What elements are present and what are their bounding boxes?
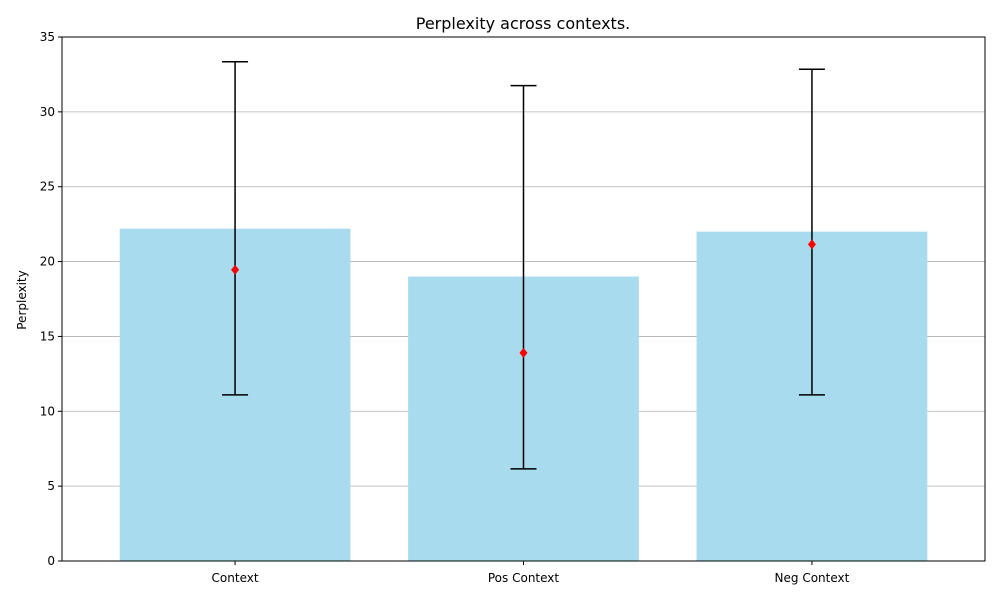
y-axis-label: Perplexity bbox=[15, 270, 29, 330]
mean-marker bbox=[231, 264, 240, 275]
y-tick-label: 20 bbox=[40, 255, 55, 269]
x-tick-label: Neg Context bbox=[775, 571, 850, 585]
mean-marker bbox=[807, 239, 816, 250]
x-ticks: Context Pos Context Neg Context bbox=[212, 561, 850, 585]
mean-markers bbox=[231, 239, 816, 358]
mean-marker bbox=[519, 347, 528, 358]
x-tick-label: Context bbox=[212, 571, 259, 585]
y-tick-label: 35 bbox=[40, 30, 55, 44]
y-tick-label: 10 bbox=[40, 404, 55, 418]
x-tick-label: Pos Context bbox=[488, 571, 560, 585]
error-bars bbox=[222, 60, 825, 470]
y-tick-label: 30 bbox=[40, 105, 55, 119]
chart-title: Perplexity across contexts. bbox=[416, 14, 631, 33]
y-tick-label: 0 bbox=[47, 554, 55, 568]
y-tick-label: 25 bbox=[40, 180, 55, 194]
y-tick-label: 5 bbox=[47, 479, 55, 493]
y-ticks: 0 5 10 15 20 25 30 35 bbox=[40, 30, 62, 568]
y-tick-label: 15 bbox=[40, 329, 55, 343]
